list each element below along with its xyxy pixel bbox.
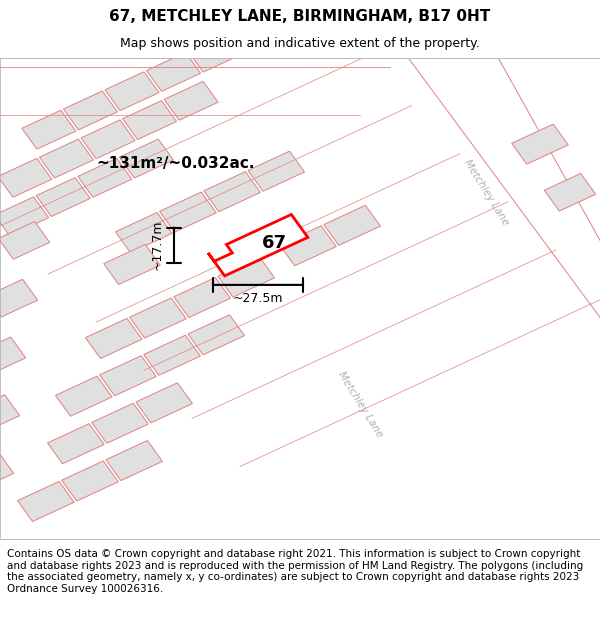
Polygon shape <box>324 205 380 246</box>
Polygon shape <box>36 177 90 216</box>
Polygon shape <box>105 72 159 111</box>
Polygon shape <box>160 192 216 232</box>
Polygon shape <box>408 58 600 539</box>
Text: 67: 67 <box>262 234 286 253</box>
Polygon shape <box>146 52 200 91</box>
Polygon shape <box>130 298 186 338</box>
Polygon shape <box>0 197 49 236</box>
Polygon shape <box>0 395 20 432</box>
Polygon shape <box>55 376 112 416</box>
Text: Metchley Lane: Metchley Lane <box>336 369 384 439</box>
Polygon shape <box>208 214 308 276</box>
Polygon shape <box>164 81 218 120</box>
Polygon shape <box>188 33 242 72</box>
Polygon shape <box>47 424 104 464</box>
Polygon shape <box>104 244 160 284</box>
Text: ~131m²/~0.032ac.: ~131m²/~0.032ac. <box>96 156 254 171</box>
Polygon shape <box>100 356 156 396</box>
Polygon shape <box>119 139 173 178</box>
Polygon shape <box>248 151 305 191</box>
Polygon shape <box>144 335 200 376</box>
Text: Metchley Lane: Metchley Lane <box>462 158 510 227</box>
Polygon shape <box>17 481 74 521</box>
Polygon shape <box>22 110 76 149</box>
Polygon shape <box>0 279 38 317</box>
Polygon shape <box>92 403 148 443</box>
Polygon shape <box>0 158 52 198</box>
Polygon shape <box>106 441 163 481</box>
Polygon shape <box>218 257 275 297</box>
Polygon shape <box>204 172 260 212</box>
Polygon shape <box>0 452 14 490</box>
Polygon shape <box>62 461 118 501</box>
Text: Contains OS data © Crown copyright and database right 2021. This information is : Contains OS data © Crown copyright and d… <box>7 549 583 594</box>
Polygon shape <box>174 278 230 318</box>
Text: 67, METCHLEY LANE, BIRMINGHAM, B17 0HT: 67, METCHLEY LANE, BIRMINGHAM, B17 0HT <box>109 9 491 24</box>
Polygon shape <box>512 124 568 164</box>
Polygon shape <box>40 139 94 178</box>
Polygon shape <box>0 221 50 259</box>
Polygon shape <box>544 173 596 211</box>
Text: ~17.7m: ~17.7m <box>151 220 164 271</box>
Polygon shape <box>115 213 172 253</box>
Text: ~27.5m: ~27.5m <box>233 292 283 305</box>
Polygon shape <box>0 337 26 375</box>
Polygon shape <box>122 101 176 139</box>
Polygon shape <box>442 472 494 509</box>
Polygon shape <box>81 120 135 159</box>
Polygon shape <box>64 91 118 130</box>
Polygon shape <box>280 226 336 266</box>
Polygon shape <box>454 424 506 461</box>
Text: Map shows position and indicative extent of the property.: Map shows position and indicative extent… <box>120 37 480 49</box>
Polygon shape <box>136 382 193 423</box>
Polygon shape <box>78 158 132 198</box>
Polygon shape <box>188 315 245 355</box>
Polygon shape <box>85 318 142 359</box>
